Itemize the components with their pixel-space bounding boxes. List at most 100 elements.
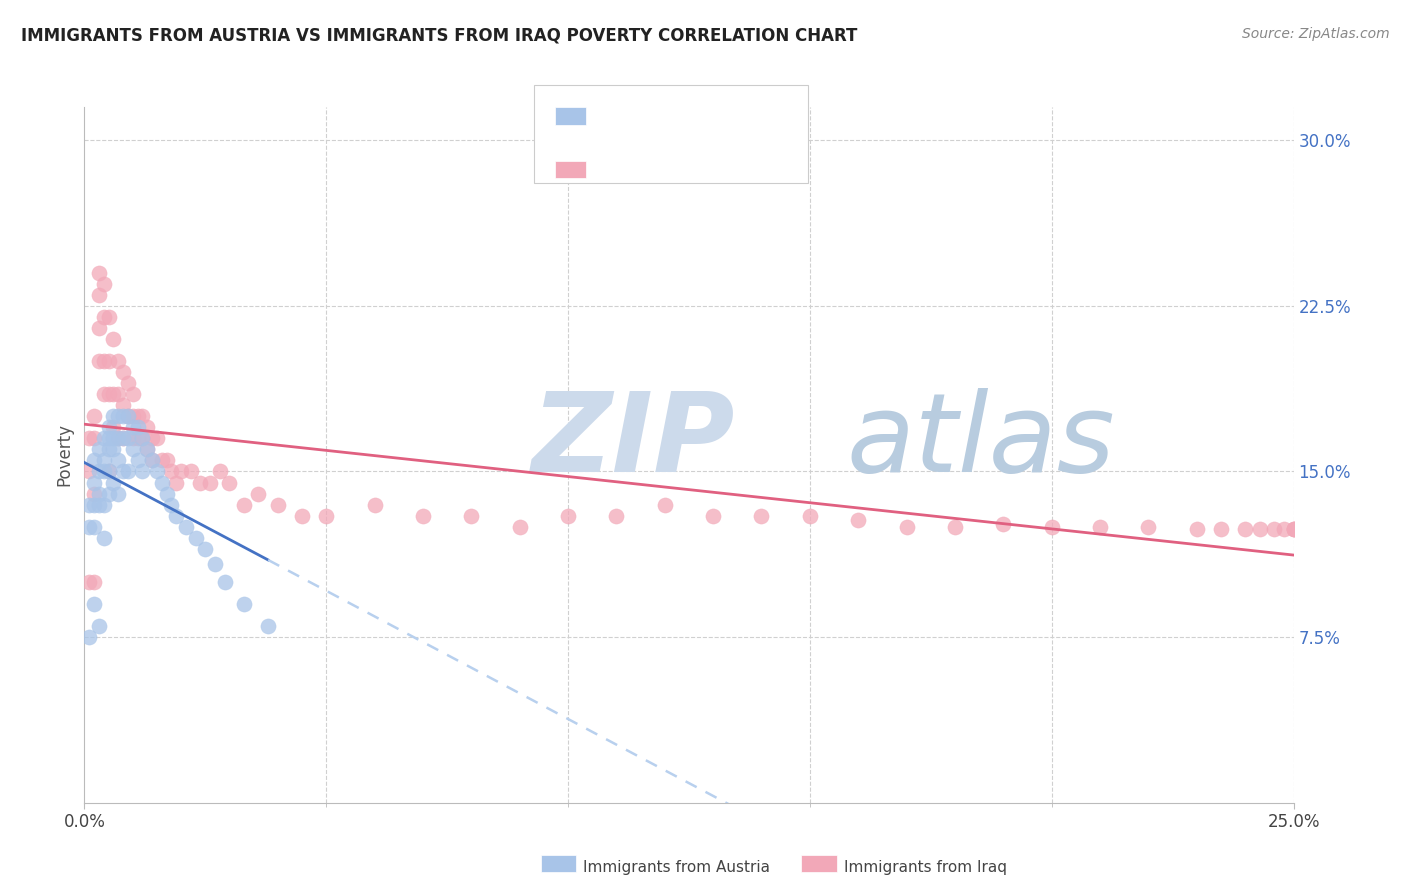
Point xyxy=(165,508,187,523)
Text: R =: R = xyxy=(595,163,631,181)
Point xyxy=(93,531,115,545)
Point xyxy=(1272,522,1295,536)
Point xyxy=(363,498,385,512)
Point xyxy=(233,597,256,611)
Point xyxy=(103,409,125,424)
Point xyxy=(107,431,129,445)
Point xyxy=(103,420,125,434)
Point xyxy=(112,431,135,445)
Point xyxy=(112,465,135,479)
Text: -0.140: -0.140 xyxy=(633,110,692,128)
Point xyxy=(107,486,129,500)
Point xyxy=(77,431,100,445)
Point xyxy=(83,409,105,424)
Point xyxy=(87,266,110,280)
Point xyxy=(1209,522,1232,536)
Point xyxy=(93,431,115,445)
Point xyxy=(97,354,120,368)
Point xyxy=(97,465,120,479)
Point xyxy=(93,498,115,512)
Point xyxy=(103,431,125,445)
Point xyxy=(233,498,256,512)
Point xyxy=(184,531,207,545)
Point xyxy=(121,442,143,457)
Point xyxy=(136,442,159,457)
Point xyxy=(1040,519,1063,533)
Point xyxy=(1137,519,1160,533)
Point xyxy=(1263,522,1285,536)
Point xyxy=(190,475,212,490)
Point xyxy=(208,465,231,479)
Point xyxy=(77,498,100,512)
Point xyxy=(87,442,110,457)
Point xyxy=(896,519,918,533)
Point xyxy=(155,486,177,500)
Point xyxy=(943,519,966,533)
Point xyxy=(121,420,143,434)
Point xyxy=(141,453,163,467)
Point xyxy=(77,574,100,589)
Point xyxy=(509,519,531,533)
Point xyxy=(460,508,482,523)
Point xyxy=(117,465,139,479)
Point xyxy=(993,517,1015,532)
Point xyxy=(1282,522,1305,536)
Point xyxy=(97,431,120,445)
Point xyxy=(155,453,177,467)
Point xyxy=(97,420,120,434)
Point xyxy=(112,431,135,445)
Point xyxy=(136,420,159,434)
Point xyxy=(107,431,129,445)
Point xyxy=(83,486,105,500)
Point xyxy=(77,630,100,644)
Point xyxy=(194,541,217,556)
Point xyxy=(247,486,270,500)
Point xyxy=(121,387,143,401)
Point xyxy=(93,453,115,467)
Text: Source: ZipAtlas.com: Source: ZipAtlas.com xyxy=(1241,27,1389,41)
Text: ZIP: ZIP xyxy=(531,387,735,494)
Point xyxy=(141,453,163,467)
Point xyxy=(83,597,105,611)
Point xyxy=(170,465,193,479)
Point xyxy=(107,387,129,401)
Point xyxy=(77,465,100,479)
Point xyxy=(127,431,149,445)
Text: 57: 57 xyxy=(731,110,754,128)
Point xyxy=(146,465,169,479)
Text: Immigrants from Austria: Immigrants from Austria xyxy=(583,860,770,875)
Point xyxy=(751,508,773,523)
Point xyxy=(112,365,135,379)
Y-axis label: Poverty: Poverty xyxy=(55,424,73,486)
Point xyxy=(87,354,110,368)
Point xyxy=(654,498,676,512)
Point xyxy=(1249,522,1271,536)
Point xyxy=(121,409,143,424)
Text: R =: R = xyxy=(595,110,631,128)
Text: 83: 83 xyxy=(731,163,754,181)
Point xyxy=(87,498,110,512)
Point xyxy=(146,431,169,445)
Text: IMMIGRANTS FROM AUSTRIA VS IMMIGRANTS FROM IRAQ POVERTY CORRELATION CHART: IMMIGRANTS FROM AUSTRIA VS IMMIGRANTS FR… xyxy=(21,27,858,45)
Point xyxy=(93,387,115,401)
Point xyxy=(141,431,163,445)
Point xyxy=(702,508,724,523)
Point xyxy=(103,442,125,457)
Text: N =: N = xyxy=(696,110,733,128)
Point xyxy=(83,431,105,445)
Point xyxy=(97,465,120,479)
Point xyxy=(87,619,110,633)
Point xyxy=(412,508,434,523)
Point xyxy=(107,354,129,368)
Point xyxy=(1088,519,1111,533)
Text: atlas: atlas xyxy=(846,387,1115,494)
Point xyxy=(1234,522,1257,536)
Point xyxy=(93,310,115,324)
Point xyxy=(174,519,197,533)
Point xyxy=(112,398,135,412)
Point xyxy=(150,453,173,467)
Point xyxy=(1185,522,1208,536)
Point xyxy=(127,409,149,424)
Point xyxy=(127,420,149,434)
Point xyxy=(605,508,627,523)
